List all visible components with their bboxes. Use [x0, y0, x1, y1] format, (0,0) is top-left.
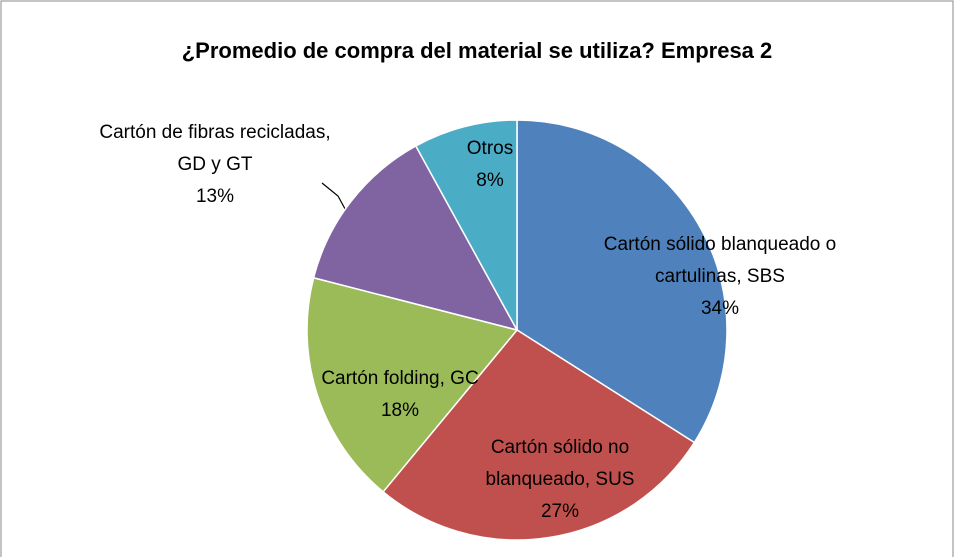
- value-label: 27%: [540, 501, 580, 522]
- pie-slice: [414, 119, 518, 331]
- category-label: Cartón de fibras recicladas, GD y GT: [99, 122, 331, 175]
- slice-label: Cartón sólido blanqueado o cartulinas, S…: [585, 229, 855, 325]
- slice-label: Cartón sólido no blanqueado, SUS 27%: [455, 432, 665, 528]
- pie-slice: [382, 329, 696, 541]
- slice-label: Cartón folding, GC 18%: [310, 363, 490, 427]
- pie-slice: [306, 276, 519, 493]
- chart-title: ¿Promedio de compra del material se util…: [181, 38, 773, 63]
- value-label: 13%: [195, 186, 235, 207]
- slice-label: Otros 8%: [450, 133, 530, 197]
- value-label: 34%: [700, 298, 740, 319]
- category-label: Cartón sólido no blanqueado, SUS: [485, 437, 635, 490]
- category-label: Cartón folding, GC: [321, 368, 479, 389]
- value-label: 8%: [476, 170, 504, 191]
- slice-label: Cartón de fibras recicladas, GD y GT 13%: [90, 117, 340, 213]
- category-label: Cartón sólido blanqueado o cartulinas, S…: [603, 234, 837, 287]
- value-label: 18%: [380, 400, 420, 421]
- category-label: Otros: [466, 138, 514, 159]
- pie-slice: [312, 144, 519, 332]
- pie-slice: [516, 119, 728, 444]
